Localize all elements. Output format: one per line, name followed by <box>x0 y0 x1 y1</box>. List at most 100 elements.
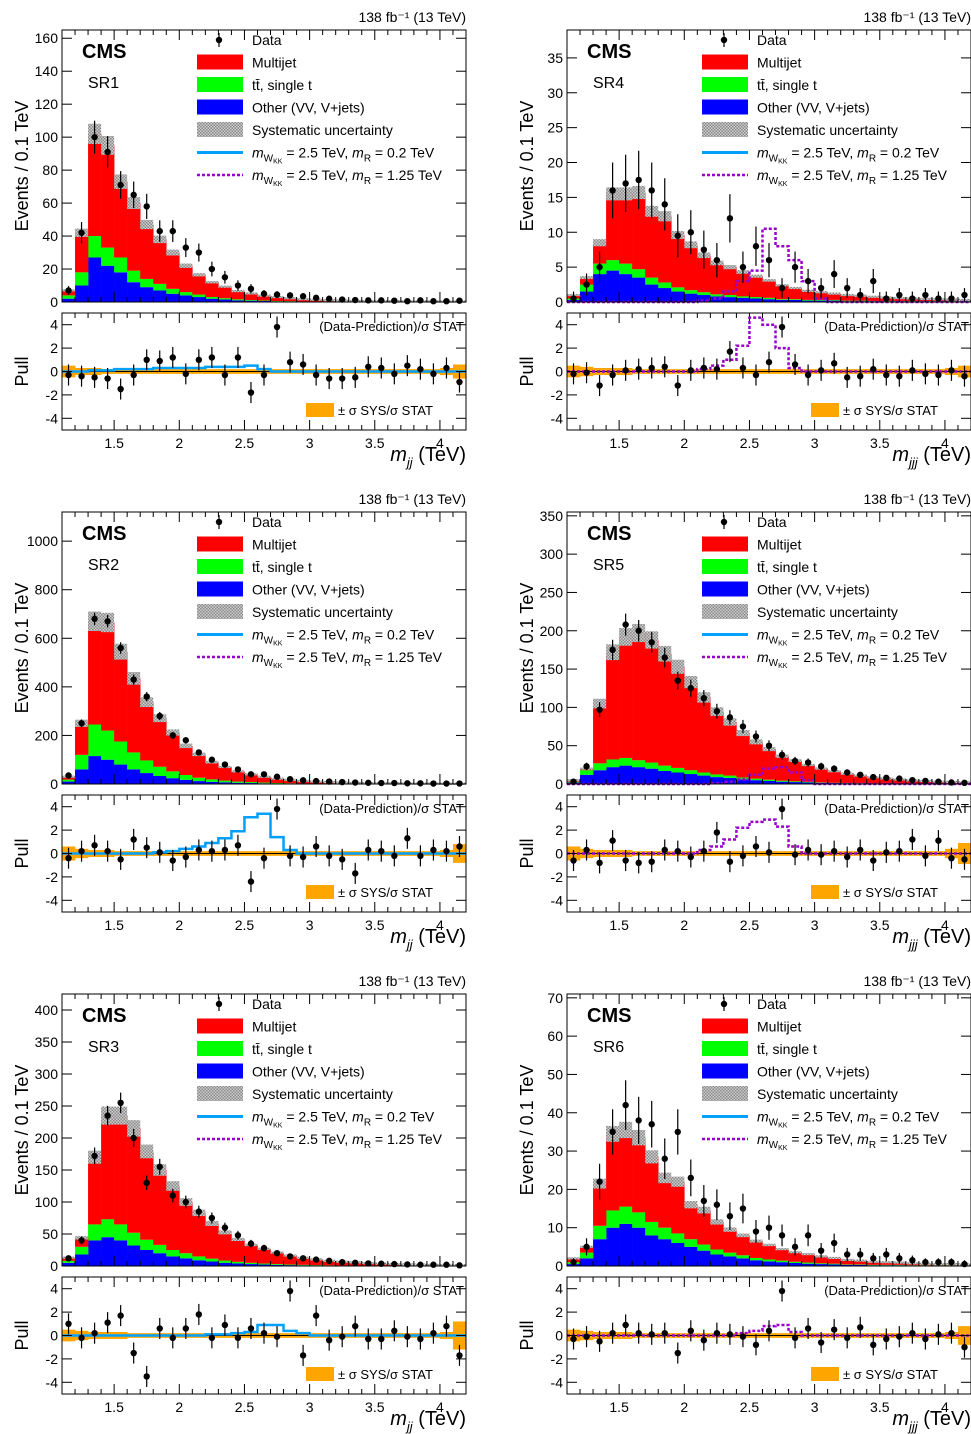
pull-point <box>909 1329 916 1337</box>
pull-point <box>726 348 734 355</box>
data-point <box>234 1232 242 1239</box>
legend-ttbar-swatch <box>197 77 243 92</box>
data-point <box>857 291 864 299</box>
data-point <box>896 1255 903 1262</box>
pull-point <box>817 851 825 858</box>
bar <box>88 236 102 258</box>
bar <box>697 292 711 296</box>
bar <box>645 762 659 769</box>
bar <box>853 1264 868 1266</box>
main-frame <box>61 993 467 1267</box>
data-point <box>117 1099 124 1106</box>
data-point <box>830 270 838 278</box>
y-tick-label: 0 <box>555 294 563 310</box>
pull-point <box>857 846 864 854</box>
signal-narrow-pull <box>62 812 466 855</box>
data-point <box>65 1255 72 1262</box>
data-point <box>169 227 176 235</box>
bar <box>244 1262 258 1265</box>
bar <box>231 771 245 782</box>
pull-y-axis-label: Pull <box>517 1320 537 1350</box>
x-axis-label: mjj (TeV) <box>390 926 466 952</box>
data-point <box>91 133 98 141</box>
legend: Data Multijet tt̄, single t Other (VV, V+je… <box>702 32 948 188</box>
pull-point <box>883 371 890 379</box>
lumi-label: 138 fb⁻¹ (13 TeV) <box>358 9 466 25</box>
bar <box>114 764 128 784</box>
data-point <box>570 778 577 785</box>
bar <box>632 269 646 278</box>
pull-point <box>195 846 203 854</box>
x-tick-label: 3.5 <box>870 1399 890 1415</box>
data-point <box>169 732 176 739</box>
syst-band <box>671 659 685 674</box>
y-tick-label: 300 <box>35 1066 59 1082</box>
bar <box>244 1264 258 1266</box>
bar <box>645 277 659 285</box>
pull-point <box>713 829 721 836</box>
legend-ttbar-swatch <box>197 559 243 574</box>
data-point <box>765 256 773 264</box>
bar <box>101 247 115 266</box>
bar <box>114 741 128 765</box>
bar <box>749 276 763 298</box>
bar <box>814 768 828 783</box>
bar <box>866 296 881 301</box>
bar <box>231 300 245 302</box>
pull-point <box>417 365 424 373</box>
pull-point <box>583 846 590 854</box>
pull-point <box>104 375 111 382</box>
bar <box>762 1261 776 1266</box>
bar <box>814 300 828 302</box>
data-point <box>273 291 281 298</box>
bar <box>270 1264 284 1265</box>
bar <box>231 1261 245 1264</box>
y-tick-label: 160 <box>35 30 59 46</box>
pull-point <box>870 1341 877 1349</box>
syst-band <box>567 1257 581 1260</box>
syst-band <box>593 239 607 247</box>
pull-point <box>247 878 255 885</box>
pull-point <box>143 844 150 851</box>
legend-ttbar: tt̄, single t <box>757 77 817 93</box>
y-tick-label: 35 <box>547 50 563 66</box>
y-tick-label: 120 <box>35 96 59 112</box>
bar <box>257 776 271 783</box>
bar <box>736 1258 750 1266</box>
data-point <box>596 706 603 713</box>
x-tick-label: 3 <box>811 917 819 933</box>
pull-point <box>570 370 577 378</box>
bar <box>723 1252 737 1257</box>
bar <box>840 1259 855 1265</box>
pull-point <box>948 854 955 862</box>
data-point <box>404 297 411 305</box>
syst-band <box>827 1256 841 1260</box>
x-tick-label: 1.5 <box>609 1399 629 1415</box>
bar <box>645 1235 659 1266</box>
data-point <box>570 295 577 302</box>
data-point <box>260 771 268 778</box>
pull-point <box>857 1324 864 1331</box>
x-tick-label: 4 <box>941 917 949 933</box>
pull-panel <box>62 798 467 893</box>
bar <box>619 765 633 784</box>
data-point <box>130 191 137 199</box>
pull-point <box>456 1352 463 1359</box>
pull-point <box>583 369 590 376</box>
bar <box>192 777 206 782</box>
bar <box>153 775 167 784</box>
data-point <box>661 201 668 208</box>
bar <box>205 298 219 302</box>
legend-ttbar-swatch <box>702 559 748 574</box>
bar <box>283 1264 297 1266</box>
bar <box>593 763 607 771</box>
pull-point <box>961 1344 968 1351</box>
y-tick-label: 20 <box>547 1181 563 1197</box>
data-point <box>700 246 708 253</box>
bar <box>814 1256 828 1264</box>
lumi-label: 138 fb⁻¹ (13 TeV) <box>358 973 466 989</box>
bar <box>244 774 258 783</box>
bar <box>736 1235 750 1256</box>
y-tick-label: 10 <box>547 224 563 240</box>
